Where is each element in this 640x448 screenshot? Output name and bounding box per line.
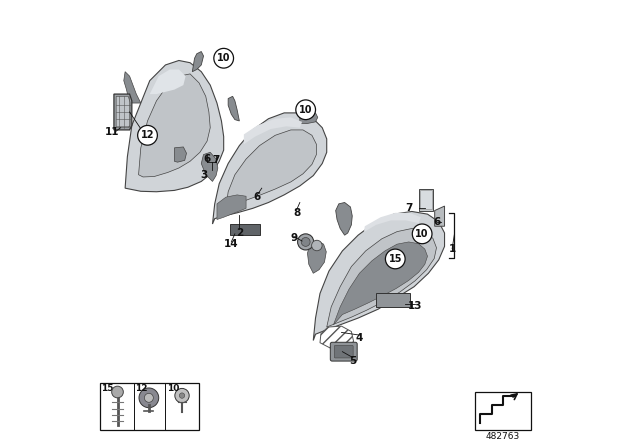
- Circle shape: [301, 237, 310, 246]
- Text: 6: 6: [434, 217, 441, 227]
- Polygon shape: [336, 202, 352, 235]
- Polygon shape: [212, 113, 327, 224]
- Polygon shape: [192, 52, 204, 72]
- FancyBboxPatch shape: [100, 383, 199, 430]
- Text: 482763: 482763: [485, 432, 520, 441]
- Circle shape: [112, 386, 124, 398]
- Polygon shape: [333, 242, 428, 325]
- Text: 6: 6: [204, 154, 211, 164]
- Text: 7: 7: [405, 203, 412, 213]
- FancyBboxPatch shape: [334, 345, 353, 358]
- Polygon shape: [244, 117, 302, 144]
- Text: 6: 6: [253, 192, 261, 202]
- Text: 8: 8: [293, 208, 300, 218]
- Polygon shape: [150, 69, 186, 94]
- Text: 2: 2: [236, 228, 243, 238]
- Circle shape: [412, 224, 432, 244]
- Circle shape: [296, 100, 316, 120]
- Text: 11: 11: [104, 127, 119, 137]
- Polygon shape: [174, 147, 186, 162]
- Polygon shape: [327, 228, 436, 327]
- Text: 10: 10: [415, 229, 429, 239]
- Polygon shape: [364, 213, 421, 232]
- Text: 14: 14: [224, 239, 239, 249]
- FancyBboxPatch shape: [420, 190, 431, 209]
- Polygon shape: [124, 72, 141, 103]
- Polygon shape: [125, 60, 224, 192]
- Circle shape: [175, 388, 189, 403]
- Polygon shape: [300, 112, 317, 124]
- Text: 13: 13: [408, 301, 422, 310]
- Circle shape: [145, 393, 154, 402]
- Polygon shape: [307, 241, 326, 273]
- Circle shape: [312, 240, 322, 251]
- Text: 10: 10: [167, 384, 180, 393]
- Polygon shape: [314, 211, 445, 340]
- Circle shape: [385, 249, 405, 269]
- Text: 9: 9: [291, 233, 298, 243]
- Text: 15: 15: [101, 384, 113, 393]
- Circle shape: [179, 393, 185, 398]
- Polygon shape: [202, 152, 218, 181]
- Text: 4: 4: [356, 333, 363, 343]
- Polygon shape: [320, 326, 353, 349]
- Text: 7: 7: [212, 155, 220, 165]
- FancyBboxPatch shape: [230, 224, 260, 235]
- Circle shape: [138, 125, 157, 145]
- Text: 10: 10: [299, 105, 312, 115]
- Polygon shape: [228, 96, 239, 121]
- Polygon shape: [226, 130, 316, 208]
- Polygon shape: [139, 74, 210, 177]
- Text: 5: 5: [349, 356, 356, 366]
- Polygon shape: [217, 195, 246, 220]
- Text: 3: 3: [200, 170, 207, 180]
- FancyBboxPatch shape: [376, 293, 410, 307]
- FancyBboxPatch shape: [330, 342, 357, 361]
- Text: 10: 10: [217, 53, 230, 63]
- Text: 12: 12: [134, 384, 147, 393]
- Text: 1: 1: [449, 244, 456, 254]
- Text: 15: 15: [388, 254, 402, 264]
- Circle shape: [298, 234, 314, 250]
- Polygon shape: [435, 206, 445, 226]
- FancyBboxPatch shape: [475, 392, 531, 430]
- Circle shape: [139, 388, 159, 408]
- Polygon shape: [116, 96, 130, 128]
- Polygon shape: [114, 94, 132, 130]
- Text: 12: 12: [141, 130, 154, 140]
- FancyBboxPatch shape: [419, 189, 433, 211]
- Circle shape: [214, 48, 234, 68]
